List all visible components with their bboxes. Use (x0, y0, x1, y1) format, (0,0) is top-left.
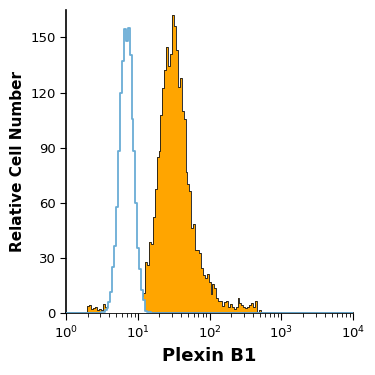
Polygon shape (66, 15, 353, 314)
Polygon shape (66, 28, 353, 314)
Y-axis label: Relative Cell Number: Relative Cell Number (10, 71, 25, 252)
X-axis label: Plexin B1: Plexin B1 (162, 347, 257, 365)
